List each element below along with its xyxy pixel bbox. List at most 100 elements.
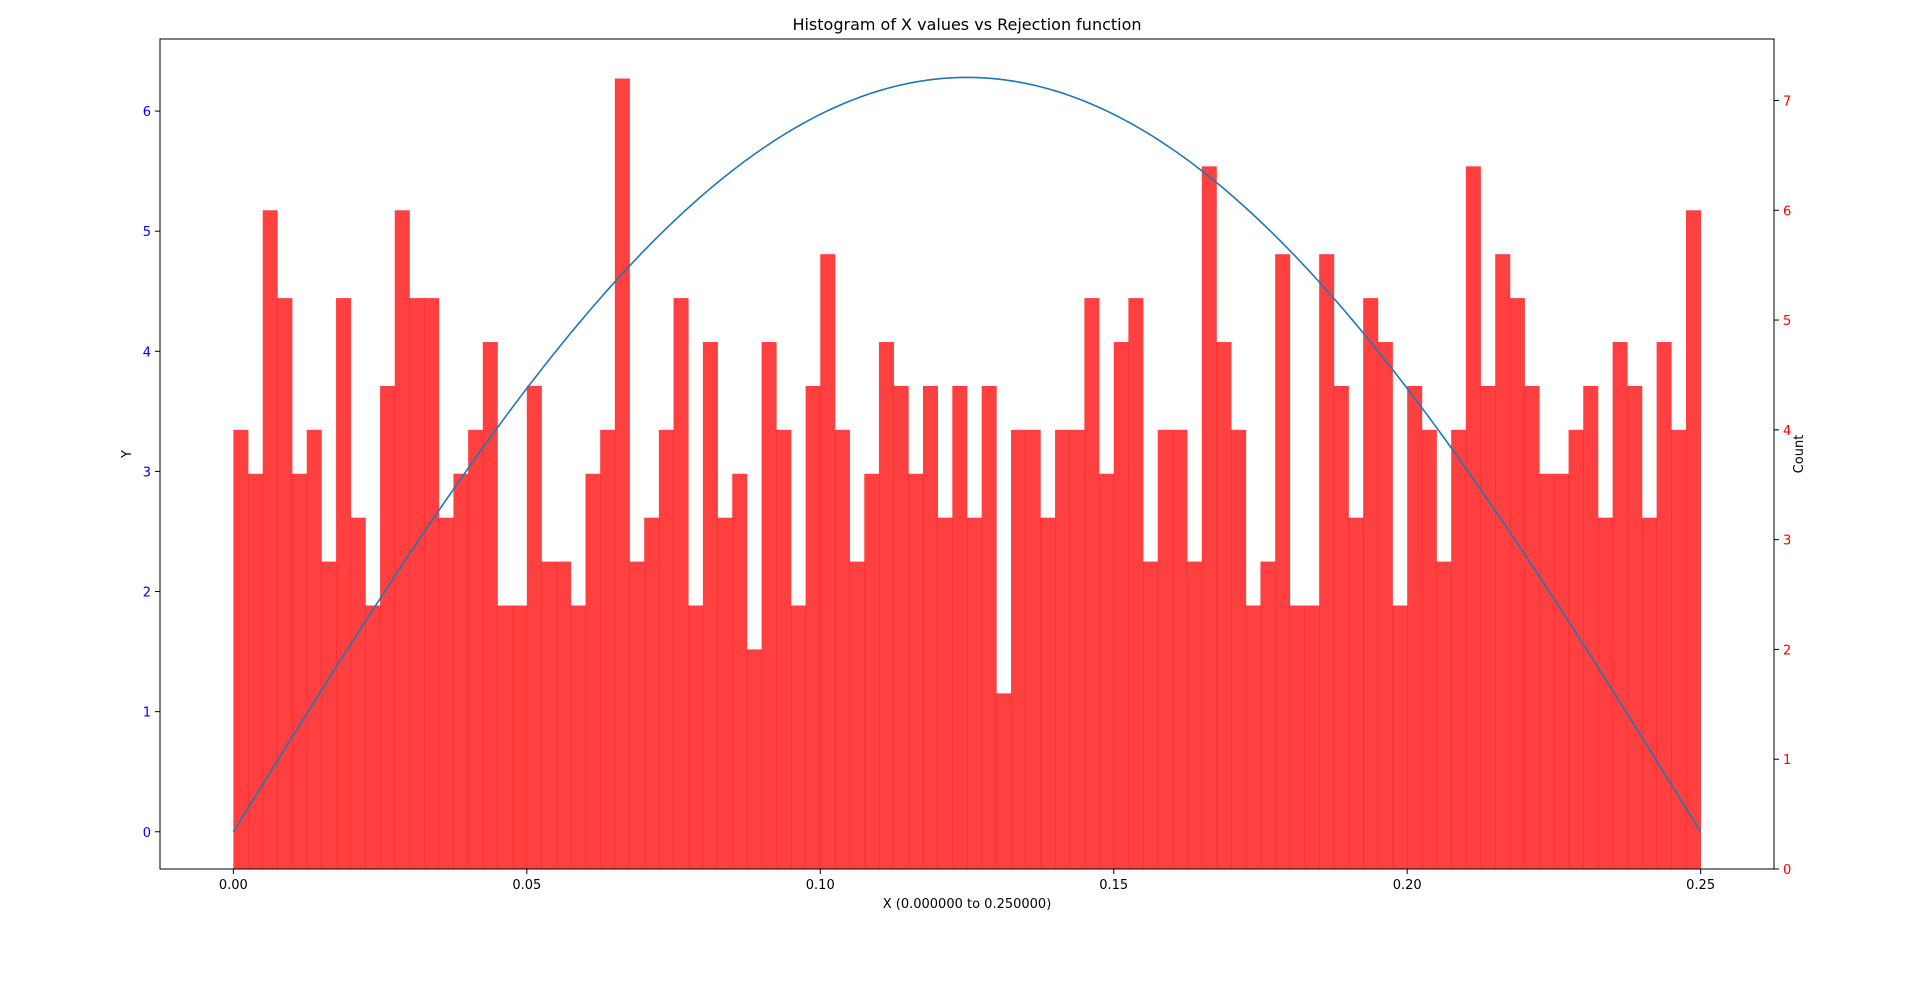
histogram-bar — [1289, 605, 1305, 869]
rejection-function-line — [232, 76, 1702, 833]
histogram-bar — [292, 473, 308, 869]
y-right-tick-label: 4 — [1783, 424, 1791, 439]
y-right-axis-label: Count — [1792, 435, 1807, 474]
histogram-bar — [1128, 298, 1144, 870]
histogram-bar — [409, 298, 425, 870]
histogram-bar — [1539, 473, 1555, 869]
histogram-bar — [600, 429, 616, 869]
histogram-bar — [702, 342, 718, 869]
histogram-bar — [1407, 385, 1423, 869]
histogram-bar — [1627, 385, 1643, 869]
histogram-bar — [893, 385, 909, 869]
histogram-bar — [614, 78, 630, 869]
histogram-bar — [512, 605, 528, 869]
histogram-bar — [1187, 561, 1203, 869]
histogram-bar — [761, 342, 777, 869]
histogram-bar — [585, 473, 601, 869]
y-right-axis-ticks: 0 1 2 3 4 5 6 7 — [1774, 94, 1791, 878]
histogram-bar — [380, 385, 396, 869]
histogram-bar — [394, 210, 410, 869]
histogram-bar — [1612, 342, 1628, 869]
histogram-bar — [1641, 517, 1657, 869]
histogram-bar — [526, 385, 542, 869]
histogram-bar — [1304, 605, 1320, 869]
y-right-tick-label: 0 — [1783, 863, 1791, 878]
x-tick-label: 0.25 — [1686, 878, 1715, 893]
y-right-tick-label: 7 — [1783, 94, 1791, 109]
histogram-bar — [1084, 298, 1100, 870]
histogram-bar — [1685, 210, 1701, 869]
histogram-bar — [570, 605, 586, 869]
histogram-bar — [1480, 385, 1496, 869]
histogram-bar — [790, 605, 806, 869]
histogram-bar — [717, 517, 733, 869]
histogram-bar — [365, 605, 381, 869]
y-left-tick-label: 6 — [143, 105, 151, 120]
histogram-bar — [1671, 429, 1687, 869]
histogram-bar — [541, 561, 557, 869]
histogram-bar — [878, 342, 894, 869]
histogram-bar — [864, 473, 880, 869]
histogram-bar — [820, 254, 836, 869]
y-left-tick-label: 1 — [143, 706, 151, 721]
y-right-tick-label: 6 — [1783, 204, 1791, 219]
y-left-tick-label: 5 — [143, 225, 151, 240]
histogram-bar — [746, 649, 762, 869]
histogram-bar — [658, 429, 674, 869]
histogram-bar — [556, 561, 572, 869]
y-left-tick-label: 2 — [143, 586, 151, 601]
histogram-bar — [1333, 385, 1349, 869]
histogram-bar — [497, 605, 513, 869]
histogram-bar — [922, 385, 938, 869]
histogram-bar — [1583, 385, 1599, 869]
histogram-bar — [1319, 254, 1335, 869]
y-left-axis-label: Y — [120, 450, 135, 459]
histogram-bar — [453, 473, 469, 869]
histogram-bar — [1231, 429, 1247, 869]
x-tick-label: 0.05 — [512, 878, 541, 893]
histogram-bar — [1055, 429, 1071, 869]
histogram-bars — [233, 78, 1701, 870]
y-left-axis-ticks: 0 1 2 3 4 5 6 — [143, 105, 160, 841]
histogram-bar — [996, 693, 1012, 869]
histogram-bar — [1421, 429, 1437, 869]
histogram-bar — [350, 517, 366, 869]
histogram-bar — [1509, 298, 1525, 870]
histogram-bar — [1172, 429, 1188, 869]
histogram-bar — [1113, 342, 1129, 869]
plot-frame — [159, 38, 1775, 870]
x-axis-ticks: 0.00 0.05 0.10 0.15 0.20 0.25 — [219, 869, 1715, 893]
histogram-bar — [1656, 342, 1672, 869]
histogram-bar — [1377, 342, 1393, 869]
y-left-tick-label: 4 — [143, 345, 151, 360]
histogram-bar — [1495, 254, 1511, 869]
histogram-bar — [849, 561, 865, 869]
y-right-tick-label: 2 — [1783, 643, 1791, 658]
histogram-bar — [1011, 429, 1027, 869]
histogram-bar — [262, 210, 278, 869]
x-tick-label: 0.20 — [1393, 878, 1422, 893]
histogram-bar — [468, 429, 484, 869]
histogram-bar — [1025, 429, 1041, 869]
histogram-bar — [688, 605, 704, 869]
histogram-bar — [1553, 473, 1569, 869]
histogram-bar — [1465, 166, 1481, 870]
histogram-bar — [908, 473, 924, 869]
histogram-bar — [805, 385, 821, 869]
histogram-bar — [1436, 561, 1452, 869]
histogram-bar — [1260, 561, 1276, 869]
histogram-bar — [1245, 605, 1261, 869]
histogram-bar — [277, 298, 293, 870]
histogram-bar — [673, 298, 689, 870]
histogram-bar — [644, 517, 660, 869]
histogram-bar — [248, 473, 264, 869]
histogram-bar — [629, 561, 645, 869]
histogram-bar — [482, 342, 498, 869]
histogram-bar — [1069, 429, 1085, 869]
histogram-bar — [937, 517, 953, 869]
histogram-bar — [306, 429, 322, 869]
histogram-bar — [981, 385, 997, 869]
x-tick-label: 0.00 — [219, 878, 248, 893]
histogram-bar — [1201, 166, 1217, 870]
